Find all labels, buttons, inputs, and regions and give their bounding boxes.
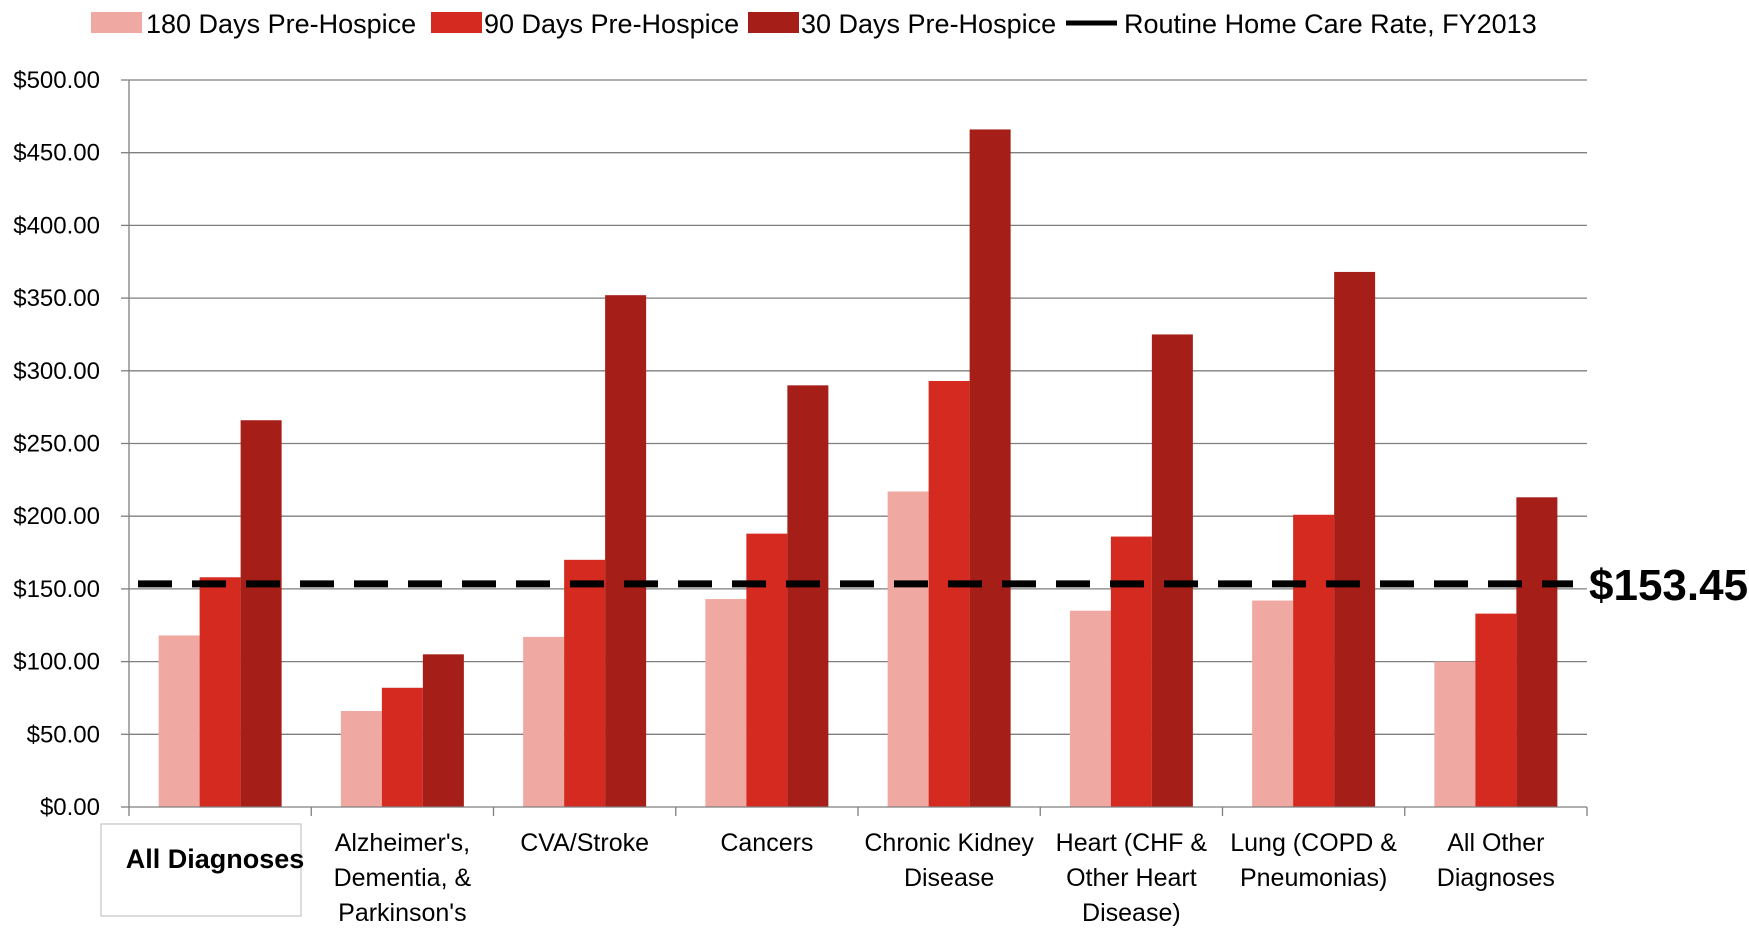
- y-tick-label: $200.00: [13, 503, 100, 530]
- bar: [1334, 271, 1376, 808]
- reference-line-label: $153.45: [1589, 561, 1748, 610]
- reference-line-group: $153.45: [138, 561, 1748, 610]
- bar: [340, 711, 382, 807]
- y-tick-label: $450.00: [13, 140, 100, 167]
- bar: [1252, 600, 1294, 807]
- legend-swatch: [431, 12, 482, 33]
- legend-label: Routine Home Care Rate, FY2013: [1124, 9, 1537, 39]
- legend-swatch: [91, 12, 142, 33]
- bar: [1069, 610, 1111, 807]
- bar: [969, 129, 1011, 807]
- bars: [158, 129, 1558, 808]
- y-tick-label: $300.00: [13, 358, 100, 385]
- bar: [928, 380, 970, 807]
- category-label: Disease: [904, 864, 994, 892]
- bar: [1516, 497, 1558, 807]
- category-label-box: [100, 823, 302, 917]
- bar: [787, 385, 829, 807]
- bar: [746, 533, 788, 807]
- axes: [128, 80, 1588, 816]
- category-label: Chronic Kidney: [864, 829, 1034, 857]
- bar: [887, 491, 929, 807]
- category-label: CVA/Stroke: [520, 829, 649, 857]
- bar: [381, 687, 423, 807]
- bar: [422, 654, 464, 807]
- bar: [1293, 514, 1335, 807]
- y-tick-label: $0.00: [40, 794, 100, 821]
- bar: [605, 295, 647, 807]
- bar: [523, 636, 565, 807]
- category-label: All Diagnoses: [126, 844, 305, 874]
- bar: [240, 420, 282, 807]
- y-tick-label: $250.00: [13, 431, 100, 458]
- y-axis-ticks: $0.00 $50.00 $100.00 $150.00 $200.00 $250.00 $…: [13, 67, 129, 821]
- y-tick-label: $100.00: [13, 649, 100, 676]
- legend: 180 Days Pre-Hospice 90 Days Pre-Hospice 3…: [91, 9, 1537, 39]
- category-label: Heart (CHF &: [1056, 829, 1208, 857]
- legend-label: 30 Days Pre-Hospice: [801, 9, 1056, 39]
- bar: [1110, 536, 1152, 807]
- category-label: Lung (COPD &: [1230, 829, 1397, 857]
- category-label: Cancers: [720, 829, 813, 857]
- category-label: Parkinson's: [338, 899, 466, 927]
- bar: [1434, 661, 1476, 807]
- gridlines: [129, 79, 1587, 735]
- y-tick-label: $500.00: [13, 67, 100, 94]
- category-label: Other Heart: [1066, 864, 1197, 892]
- x-axis-labels: All Diagnoses Alzheimer's, Dementia, & Park…: [100, 823, 1555, 927]
- legend-swatch: [748, 12, 799, 33]
- bar: [199, 577, 241, 807]
- bar: [1151, 334, 1193, 807]
- bar: [564, 559, 606, 807]
- category-label: All Other: [1447, 829, 1544, 857]
- bar: [1475, 613, 1517, 807]
- category-label: Diagnoses: [1437, 864, 1555, 892]
- category-label: Dementia, &: [334, 864, 472, 892]
- category-label: Pneumonias): [1240, 864, 1387, 892]
- bar: [705, 599, 747, 807]
- y-tick-label: $150.00: [13, 576, 100, 603]
- bar: [158, 635, 200, 807]
- legend-label: 180 Days Pre-Hospice: [146, 9, 416, 39]
- category-label: Disease): [1082, 899, 1181, 927]
- category-label: Alzheimer's,: [335, 829, 470, 857]
- y-tick-label: $350.00: [13, 285, 100, 312]
- y-tick-label: $400.00: [13, 212, 100, 239]
- legend-label: 90 Days Pre-Hospice: [484, 9, 739, 39]
- y-tick-label: $50.00: [27, 721, 100, 748]
